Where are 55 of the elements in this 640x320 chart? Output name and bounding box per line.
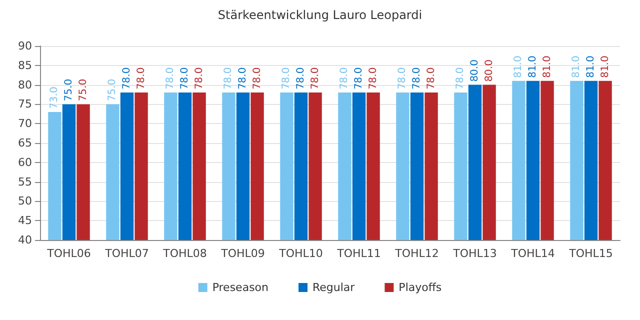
- x-tick-label: TOHL15: [568, 247, 613, 260]
- data-label: 78.0: [238, 67, 248, 90]
- data-label: 78.0: [252, 67, 263, 90]
- y-tick-label: 85: [18, 58, 32, 72]
- y-tick-label: 50: [18, 194, 32, 208]
- data-label: 75.0: [78, 78, 89, 102]
- y-tick-label: 90: [18, 40, 32, 52]
- data-label: 78.0: [455, 67, 466, 90]
- data-label: 75.0: [107, 78, 118, 102]
- data-label: 81.0: [542, 56, 553, 78]
- data-label: 78.0: [296, 67, 306, 90]
- x-tick-label: TOHL07: [104, 247, 149, 260]
- data-label: 80.0: [484, 60, 495, 82]
- data-label: 78.0: [122, 67, 132, 90]
- y-tick-label: 70: [18, 117, 32, 130]
- x-tick-label: TOHL14: [510, 247, 555, 260]
- data-label: 78.0: [339, 67, 350, 90]
- x-tick-label: TOHL09: [220, 247, 265, 260]
- y-tick-label: 80: [18, 78, 32, 92]
- data-label: 78.0: [165, 67, 176, 90]
- data-label: 78.0: [136, 67, 147, 90]
- chart-title: Stärkeentwicklung Lauro Leopardi: [218, 8, 422, 22]
- data-label: 81.0: [571, 56, 582, 78]
- data-label: 78.0: [180, 67, 190, 90]
- data-label: 78.0: [223, 67, 234, 90]
- y-tick-label: 65: [18, 136, 32, 150]
- x-tick-label: TOHL06: [46, 247, 91, 260]
- legend-label: Playoffs: [398, 281, 442, 294]
- x-tick-label: TOHL12: [394, 247, 439, 260]
- data-label: 78.0: [354, 67, 364, 90]
- y-tick-label: 45: [18, 214, 32, 228]
- data-label: 75.0: [64, 78, 74, 102]
- data-label: 78.0: [281, 67, 292, 90]
- x-tick-label: TOHL11: [336, 247, 381, 260]
- y-tick-label: 55: [18, 175, 32, 188]
- x-tick-label: TOHL10: [278, 247, 323, 260]
- data-label: 78.0: [194, 67, 205, 90]
- data-label: 81.0: [528, 56, 538, 78]
- data-label: 78.0: [426, 67, 437, 90]
- y-tick-label: 40: [18, 234, 32, 246]
- data-label: 81.0: [586, 56, 596, 78]
- legend-label: Regular: [312, 281, 356, 294]
- data-label: 78.0: [412, 67, 422, 90]
- data-label: 78.0: [397, 67, 408, 90]
- x-tick-label: TOHL08: [162, 247, 207, 260]
- y-tick-label: 60: [18, 156, 32, 169]
- x-tick-label: TOHL13: [452, 247, 497, 260]
- y-tick-label: 75: [18, 98, 32, 111]
- data-label: 81.0: [513, 56, 524, 78]
- data-label: 73.0: [49, 86, 60, 109]
- data-label: 78.0: [310, 67, 321, 90]
- legend-label: Preseason: [212, 281, 269, 294]
- data-label: 81.0: [600, 56, 611, 78]
- data-label: 78.0: [368, 67, 379, 90]
- data-label: 80.0: [470, 60, 480, 82]
